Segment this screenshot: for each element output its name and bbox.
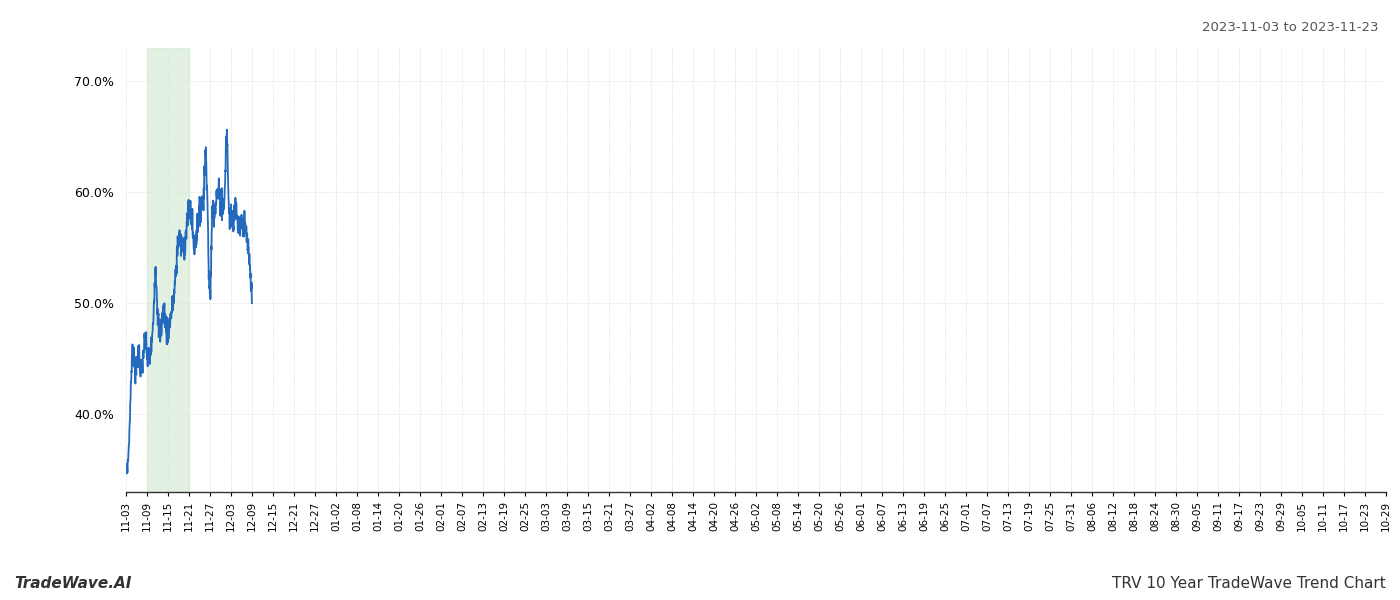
Text: TradeWave.AI: TradeWave.AI <box>14 576 132 591</box>
Text: 2023-11-03 to 2023-11-23: 2023-11-03 to 2023-11-23 <box>1203 21 1379 34</box>
Text: TRV 10 Year TradeWave Trend Chart: TRV 10 Year TradeWave Trend Chart <box>1112 576 1386 591</box>
Bar <box>147 48 189 492</box>
